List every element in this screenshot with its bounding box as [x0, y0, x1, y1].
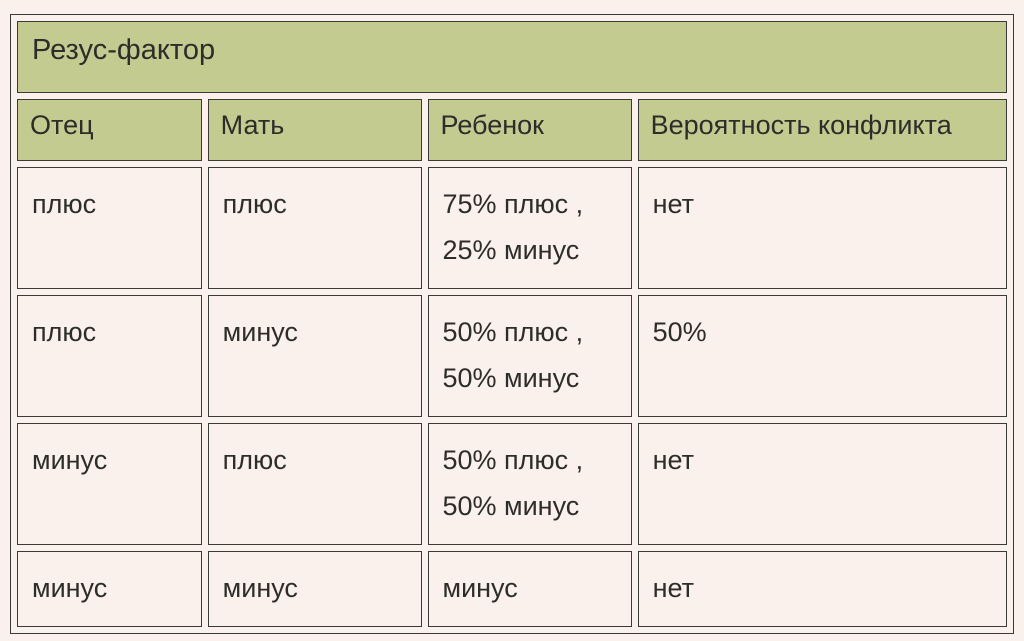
cell-conflict: нет: [638, 551, 1007, 627]
column-header-mother: Мать: [208, 99, 422, 161]
cell-mother: плюс: [208, 423, 422, 545]
table-row: минус минус минус нет: [17, 551, 1007, 627]
rh-factor-table-container: Резус-фактор Отец Мать Ребенок Вероятнос…: [10, 14, 1014, 634]
cell-child: 50% плюс , 50% минус: [428, 295, 632, 417]
cell-father: минус: [17, 551, 202, 627]
rh-factor-table: Резус-фактор Отец Мать Ребенок Вероятнос…: [11, 15, 1013, 633]
cell-child: 50% плюс , 50% минус: [428, 423, 632, 545]
column-header-child: Ребенок: [428, 99, 632, 161]
table-row: плюс минус 50% плюс , 50% минус 50%: [17, 295, 1007, 417]
table-header-row: Отец Мать Ребенок Вероятность конфликта: [17, 99, 1007, 161]
cell-child: 75% плюс , 25% минус: [428, 167, 632, 289]
cell-father: плюс: [17, 295, 202, 417]
column-header-father: Отец: [17, 99, 202, 161]
cell-conflict: 50%: [638, 295, 1007, 417]
table-row: плюс плюс 75% плюс , 25% минус нет: [17, 167, 1007, 289]
cell-child: минус: [428, 551, 632, 627]
table-title: Резус-фактор: [17, 21, 1007, 93]
cell-mother: минус: [208, 551, 422, 627]
cell-mother: плюс: [208, 167, 422, 289]
table-title-row: Резус-фактор: [17, 21, 1007, 93]
cell-conflict: нет: [638, 167, 1007, 289]
cell-mother: минус: [208, 295, 422, 417]
cell-father: плюс: [17, 167, 202, 289]
table-row: минус плюс 50% плюс , 50% минус нет: [17, 423, 1007, 545]
column-header-conflict: Вероятность конфликта: [638, 99, 1007, 161]
cell-father: минус: [17, 423, 202, 545]
cell-conflict: нет: [638, 423, 1007, 545]
